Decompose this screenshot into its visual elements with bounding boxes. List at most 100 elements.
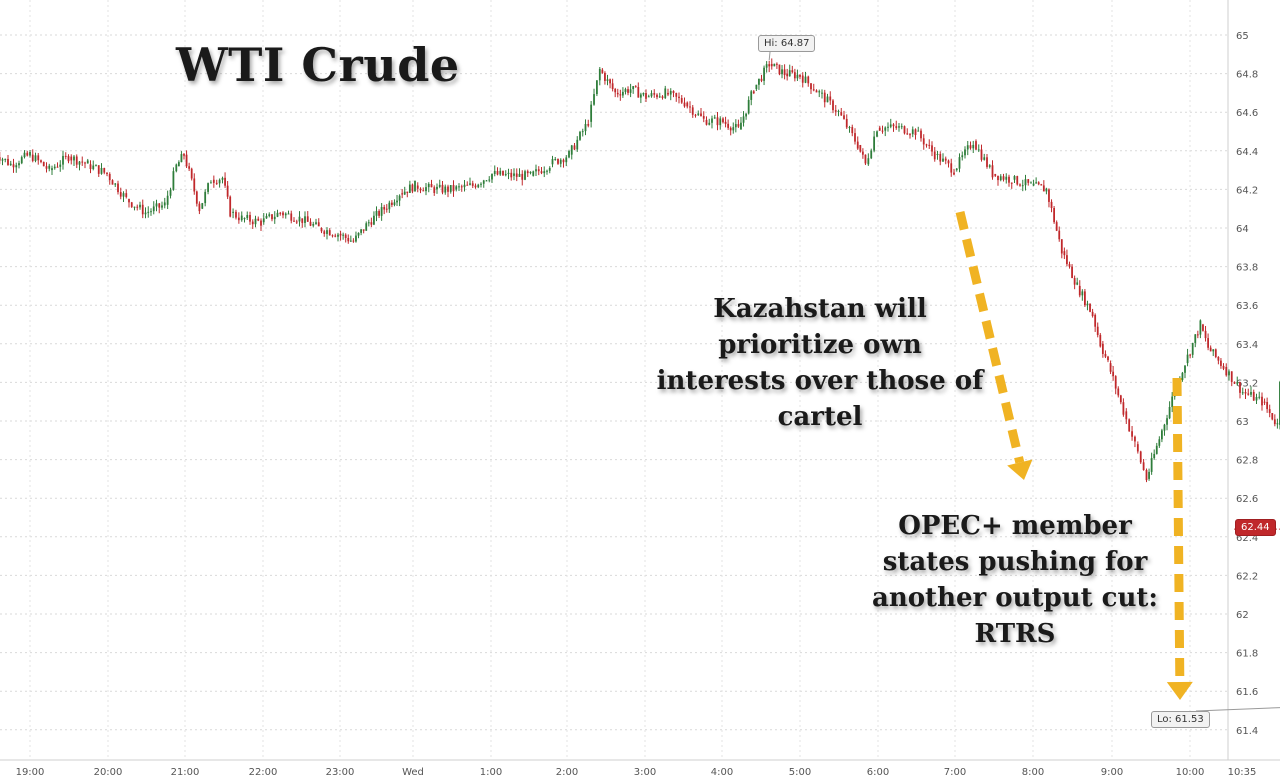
candle-body: [931, 145, 933, 152]
candle-body: [837, 110, 840, 112]
candle-body: [1078, 285, 1081, 296]
candle-body: [711, 118, 713, 123]
x-tick-label: 7:00: [944, 767, 966, 778]
candle-body: [337, 234, 339, 237]
candle-body: [986, 157, 988, 167]
candle-body: [349, 240, 352, 242]
candle-body: [680, 98, 683, 103]
candle-body: [647, 96, 650, 98]
candle-body: [427, 183, 430, 188]
candle-body: [1184, 365, 1186, 373]
candle-body: [59, 164, 62, 167]
candle-body: [1071, 266, 1073, 279]
candle-body: [158, 203, 161, 208]
candle-body: [106, 172, 108, 175]
candle-body: [273, 216, 276, 220]
candle-body: [1230, 371, 1233, 382]
candle-body: [436, 186, 438, 190]
candle-body: [388, 202, 391, 210]
x-tick-label: 1:00: [480, 767, 502, 778]
candle-body: [1161, 430, 1163, 440]
candle-body: [683, 102, 686, 107]
candle-body: [540, 171, 543, 174]
y-tick-label: 65: [1236, 31, 1249, 42]
candle-body: [235, 211, 237, 218]
candle-body: [309, 221, 312, 226]
candle-body: [529, 171, 532, 174]
candle-body: [606, 79, 609, 81]
last-price-tag: 62.44: [1235, 519, 1276, 536]
candle-body: [1276, 423, 1279, 425]
candle-body: [988, 165, 991, 167]
candle-body: [768, 64, 771, 67]
candle-body: [1212, 349, 1215, 352]
y-tick-label: 61.6: [1236, 687, 1258, 698]
candle-body: [193, 178, 196, 192]
candle-body: [23, 152, 26, 158]
candle-body: [367, 222, 370, 224]
candle-body: [1271, 413, 1274, 420]
candle-body: [590, 104, 593, 122]
x-tick-label: Wed: [402, 767, 424, 778]
candle-body: [86, 160, 89, 164]
candle-body: [513, 173, 515, 176]
candle-body: [144, 212, 147, 215]
candle-body: [521, 173, 524, 180]
x-tick-label: 8:00: [1022, 767, 1044, 778]
candle-body: [284, 213, 287, 216]
candle-body: [441, 184, 444, 193]
candle-body: [463, 184, 466, 188]
candle-body: [370, 222, 373, 225]
candle-body: [108, 173, 111, 181]
candle-body: [815, 90, 818, 93]
candle-body: [729, 127, 732, 131]
candle-body: [84, 162, 86, 164]
candle-body: [1273, 419, 1276, 425]
candle-body: [1068, 264, 1071, 267]
candle-body: [438, 184, 441, 187]
candle-body: [758, 78, 760, 85]
candle-body: [881, 130, 884, 132]
candle-body: [823, 92, 826, 103]
candle-body: [396, 200, 398, 203]
candle-body: [598, 68, 601, 81]
candle-body: [994, 173, 997, 176]
candle-body: [737, 124, 740, 127]
candle-body: [627, 89, 629, 93]
candle-body: [964, 149, 966, 156]
candle-body: [727, 123, 730, 128]
candle-body: [1204, 330, 1207, 339]
candle-body: [614, 88, 617, 93]
candle-body: [922, 138, 925, 145]
candle-body: [355, 235, 357, 242]
candle-body: [9, 163, 12, 165]
candle-body: [1258, 396, 1261, 398]
candle-body: [689, 106, 691, 108]
candle-body: [1252, 391, 1255, 401]
candle-body: [224, 177, 226, 186]
candle-body: [653, 93, 656, 95]
candle-body: [812, 89, 815, 91]
arrow-kazakhstan-shaft: [955, 210, 1025, 464]
candle-body: [873, 136, 876, 151]
candle-body: [42, 162, 45, 167]
candle-body: [447, 186, 449, 192]
candle-body: [419, 188, 422, 191]
candle-body: [365, 223, 368, 231]
candle-body: [876, 131, 878, 137]
candle-body: [587, 123, 590, 126]
candle-body: [1250, 391, 1252, 395]
candle-body: [1091, 311, 1094, 317]
candle-body: [548, 167, 551, 171]
candle-body: [111, 180, 114, 185]
candle-body: [411, 184, 414, 192]
candle-body: [290, 213, 293, 221]
candle-body: [834, 110, 837, 112]
candle-body: [504, 174, 507, 176]
annotation-kazakhstan: Kazahstan will prioritize own interests …: [656, 294, 984, 432]
candle-body: [867, 158, 870, 165]
candle-body: [150, 211, 152, 213]
candle-body: [694, 114, 697, 116]
candle-body: [1, 159, 4, 161]
candle-body: [903, 126, 906, 134]
